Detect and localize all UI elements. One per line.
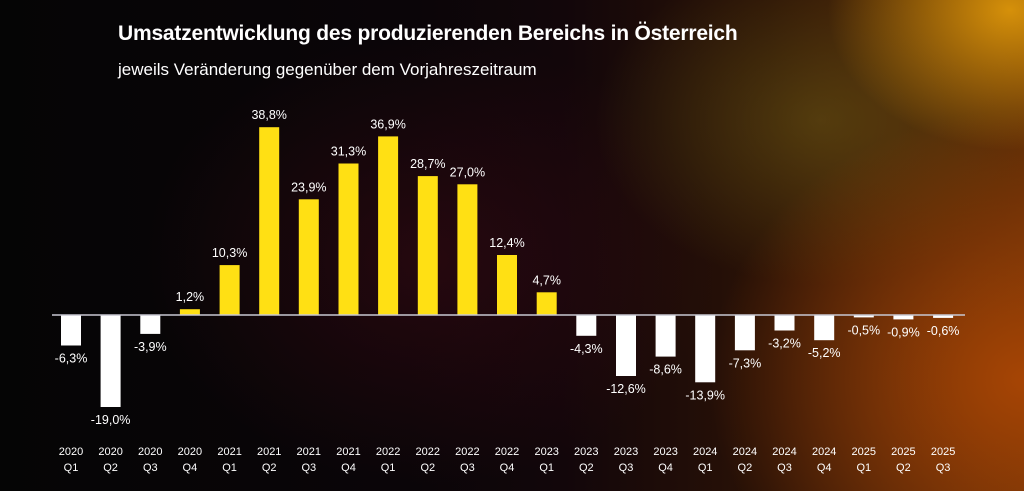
x-tick-quarter: Q3 (301, 462, 316, 474)
x-tick-quarter: Q1 (64, 462, 79, 474)
bar-2023-q1 (536, 292, 557, 315)
x-tick-quarter: Q3 (777, 462, 792, 474)
x-tick-year: 2022 (495, 446, 519, 458)
x-tick-year: 2024 (812, 446, 836, 458)
bar-2020-q4 (179, 309, 200, 315)
x-tick-year: 2025 (852, 446, 876, 458)
bar-2022-q1 (378, 136, 399, 315)
x-tick-year: 2023 (653, 446, 677, 458)
data-label: 31,3% (331, 145, 366, 159)
x-tick-quarter: Q1 (856, 462, 871, 474)
x-tick-quarter: Q2 (579, 462, 594, 474)
x-tick-quarter: Q2 (420, 462, 435, 474)
data-label: -7,3% (729, 356, 762, 370)
bar-2025-q3 (933, 315, 954, 318)
x-axis-ticks-group: 2020 Q1 2020 Q2 2020 Q3 2020 Q4 2021 Q1 2021 Q2 2021… (59, 446, 956, 474)
x-tick-quarter: Q4 (500, 462, 515, 474)
bar-2024-q3 (774, 315, 795, 331)
data-label: 38,8% (251, 108, 286, 122)
x-tick-quarter: Q4 (658, 462, 673, 474)
chart-subtitle: jeweils Veränderung gegenüber dem Vorjah… (118, 60, 537, 79)
x-tick-quarter: Q2 (738, 462, 753, 474)
x-tick-year: 2022 (416, 446, 440, 458)
bar-2024-q1 (695, 315, 716, 383)
data-label: -19,0% (91, 413, 131, 427)
bar-2025-q1 (853, 315, 874, 318)
data-label: 12,4% (489, 236, 524, 250)
bar-2024-q4 (814, 315, 835, 341)
x-tick-year: 2020 (178, 446, 202, 458)
bar-2021-q3 (298, 199, 319, 315)
x-tick-year: 2020 (98, 446, 122, 458)
bar-2023-q2 (576, 315, 597, 336)
x-tick-quarter: Q1 (539, 462, 554, 474)
bar-2021-q1 (219, 265, 240, 315)
bars-group (61, 127, 954, 407)
x-tick-year: 2020 (138, 446, 162, 458)
x-tick-year: 2023 (534, 446, 558, 458)
data-label: -8,6% (649, 363, 682, 377)
x-tick-quarter: Q3 (619, 462, 634, 474)
x-tick-quarter: Q1 (222, 462, 237, 474)
x-tick-year: 2023 (574, 446, 598, 458)
bar-2022-q2 (417, 176, 438, 315)
x-tick-year: 2025 (931, 446, 955, 458)
data-label: 23,9% (291, 180, 326, 194)
x-tick-year: 2021 (297, 446, 321, 458)
bar-2020-q1 (61, 315, 81, 346)
x-tick-year: 2024 (693, 446, 717, 458)
x-tick-quarter: Q1 (381, 462, 396, 474)
bar-2020-q3 (140, 315, 161, 334)
bar-2022-q3 (457, 184, 478, 315)
x-tick-year: 2022 (376, 446, 400, 458)
bar-2022-q4 (497, 255, 517, 315)
bar-2024-q2 (734, 315, 755, 351)
bar-2025-q2 (893, 315, 914, 320)
x-tick-quarter: Q3 (143, 462, 158, 474)
x-tick-year: 2023 (614, 446, 638, 458)
x-tick-quarter: Q4 (817, 462, 832, 474)
data-label: -13,9% (685, 388, 725, 402)
data-label: -6,3% (55, 352, 88, 366)
data-label: 4,7% (532, 273, 561, 287)
data-label: -3,2% (768, 337, 801, 351)
data-label: -5,2% (808, 346, 841, 360)
bar-2023-q4 (655, 315, 676, 357)
data-label: 27,0% (450, 165, 485, 179)
x-tick-year: 2020 (59, 446, 83, 458)
data-label: -0,9% (887, 325, 920, 339)
x-tick-quarter: Q2 (896, 462, 911, 474)
x-tick-year: 2021 (257, 446, 281, 458)
x-tick-quarter: Q3 (936, 462, 951, 474)
x-tick-quarter: Q4 (341, 462, 356, 474)
x-tick-year: 2024 (733, 446, 757, 458)
data-labels-group: -6,3% -19,0% -3,9% 1,2% 10,3% 38,8% 23,9% 31,3%… (55, 108, 960, 427)
x-tick-quarter: Q2 (103, 462, 118, 474)
x-tick-year: 2022 (455, 446, 479, 458)
x-tick-year: 2021 (336, 446, 360, 458)
data-label: 36,9% (370, 117, 405, 131)
x-tick-quarter: Q4 (183, 462, 198, 474)
data-label: -3,9% (134, 340, 167, 354)
data-label: 10,3% (212, 246, 247, 260)
x-tick-year: 2024 (772, 446, 796, 458)
bar-2023-q3 (616, 315, 636, 376)
chart-title: Umsatzentwicklung des produzierenden Ber… (118, 22, 738, 45)
x-tick-quarter: Q2 (262, 462, 277, 474)
x-tick-year: 2021 (217, 446, 241, 458)
x-tick-quarter: Q1 (698, 462, 713, 474)
bar-2020-q2 (100, 315, 121, 407)
data-label: -0,6% (927, 324, 960, 338)
data-label: -0,5% (847, 323, 880, 337)
data-label: 28,7% (410, 157, 445, 171)
bar-2021-q2 (259, 127, 280, 315)
data-label: -4,3% (570, 342, 603, 356)
bar-2021-q4 (338, 163, 359, 315)
x-tick-year: 2025 (891, 446, 915, 458)
data-label: 1,2% (176, 290, 205, 304)
data-label: -12,6% (606, 382, 646, 396)
x-tick-quarter: Q3 (460, 462, 475, 474)
